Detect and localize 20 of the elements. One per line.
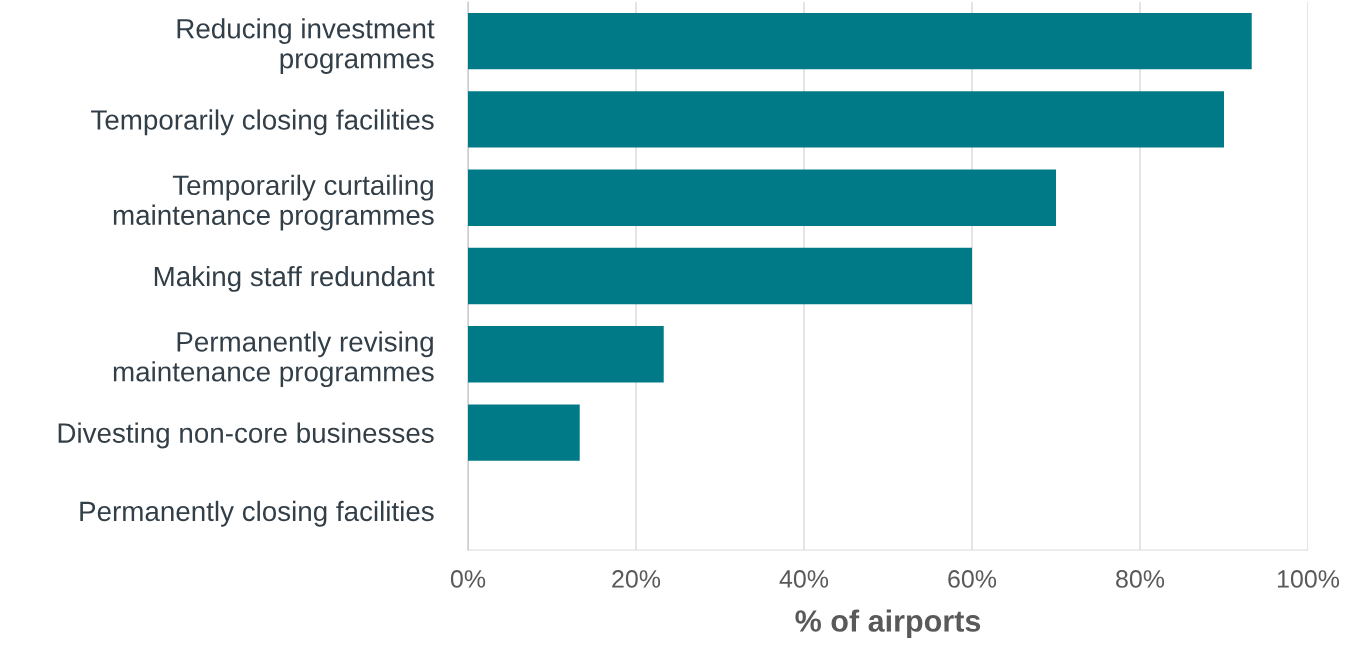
x-tick-label: 40% <box>779 570 829 588</box>
y-tick-label: Reducing investment programmes <box>177 18 435 74</box>
y-tick-label: Permanently revising maintenance programmes <box>113 331 434 388</box>
x-tick-label: 20% <box>612 570 661 588</box>
y-tick-label: Temporarily curtailing maintenance programmes <box>113 174 434 231</box>
x-tick-label: 0% <box>450 570 486 588</box>
x-tick-label: 60% <box>948 570 997 588</box>
y-tick-label: Temporarily closing facilities <box>91 109 434 136</box>
bar <box>468 12 1252 70</box>
y-tick-label: Divesting non-core businesses <box>58 422 434 449</box>
y-tick-label: Making staff redundant <box>154 265 435 292</box>
bar <box>468 169 1056 226</box>
x-tick-label: 80% <box>1116 570 1165 588</box>
bar <box>468 404 580 461</box>
x-tick-label: 100% <box>1277 570 1340 588</box>
bar <box>468 247 972 305</box>
bar <box>468 326 664 383</box>
x-axis-title: % of airports <box>795 609 981 638</box>
y-tick-label: Permanently closing facilities <box>80 500 434 527</box>
bar <box>468 91 1224 148</box>
